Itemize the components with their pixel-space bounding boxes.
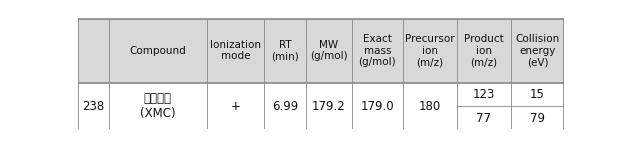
Bar	[306, 83, 352, 130]
Bar	[403, 83, 457, 130]
Text: 180: 180	[419, 100, 441, 113]
Text: 액스얠씨
(XMC): 액스얠씨 (XMC)	[140, 93, 176, 120]
Text: 6.99: 6.99	[272, 100, 298, 113]
Text: RT
(min): RT (min)	[271, 40, 299, 61]
Bar	[207, 19, 264, 83]
Bar	[510, 19, 564, 83]
Text: Precursor
ion
(m/z): Precursor ion (m/z)	[405, 34, 455, 67]
Bar	[108, 83, 207, 130]
Text: Collision
energy
(eV): Collision energy (eV)	[515, 34, 559, 67]
Text: Compound: Compound	[129, 46, 186, 56]
Bar	[78, 19, 108, 83]
Text: 238: 238	[82, 100, 105, 113]
Bar	[78, 83, 108, 130]
Bar	[457, 19, 510, 83]
Text: 79: 79	[530, 112, 545, 125]
Bar	[264, 83, 306, 130]
Bar	[264, 19, 306, 83]
Text: 15: 15	[530, 88, 545, 101]
Bar	[403, 19, 457, 83]
Text: Ionization
mode: Ionization mode	[210, 40, 261, 61]
Text: 179.0: 179.0	[361, 100, 394, 113]
Bar	[457, 83, 510, 130]
Bar	[207, 83, 264, 130]
Bar	[306, 19, 352, 83]
Bar	[510, 83, 564, 130]
Text: Product
ion
(m/z): Product ion (m/z)	[464, 34, 503, 67]
Text: 179.2: 179.2	[312, 100, 346, 113]
Text: 77: 77	[476, 112, 491, 125]
Text: 123: 123	[473, 88, 495, 101]
Bar	[352, 83, 403, 130]
Text: +: +	[231, 100, 240, 113]
Text: MW
(g/mol): MW (g/mol)	[310, 40, 348, 61]
Text: Exact
mass
(g/mol): Exact mass (g/mol)	[359, 34, 396, 67]
Bar	[352, 19, 403, 83]
Bar	[108, 19, 207, 83]
